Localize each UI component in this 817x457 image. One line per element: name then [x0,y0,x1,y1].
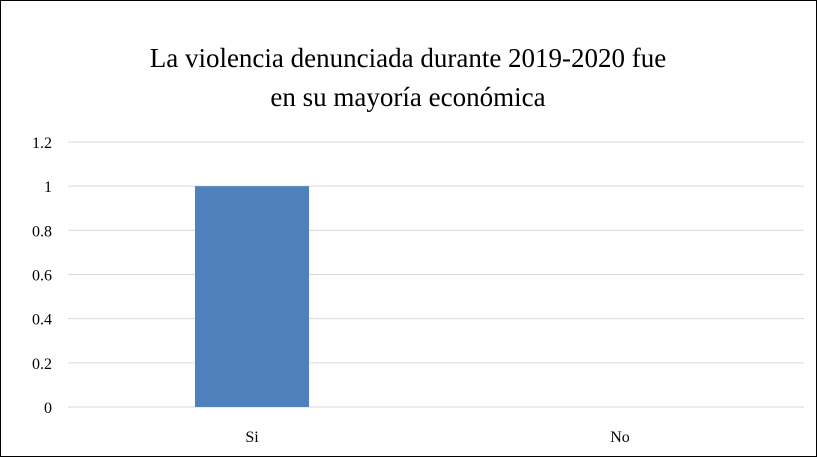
y-axis-ticks: 0 0.2 0.4 0.6 0.8 1 1.2 [32,135,52,417]
bar-si [194,186,310,407]
x-category-label-si: Si [245,429,259,446]
bar-layer [194,186,310,407]
y-tick-label-5: 1 [44,179,52,196]
x-axis-categories: Si No [245,429,629,446]
y-tick-label-4: 0.8 [32,223,52,240]
y-tick-label-2: 0.4 [32,312,52,329]
y-tick-label-6: 1.2 [32,135,52,152]
grid-layer [68,141,804,408]
y-tick-label-0: 0 [44,400,52,417]
chart-title-line-2: en su mayoría económica [270,82,545,112]
y-tick-label-3: 0.6 [32,268,52,285]
chart-title-line-1: La violencia denunciada durante 2019-202… [150,43,667,73]
x-category-label-no: No [610,429,630,446]
y-tick-label-1: 0.2 [32,356,52,373]
